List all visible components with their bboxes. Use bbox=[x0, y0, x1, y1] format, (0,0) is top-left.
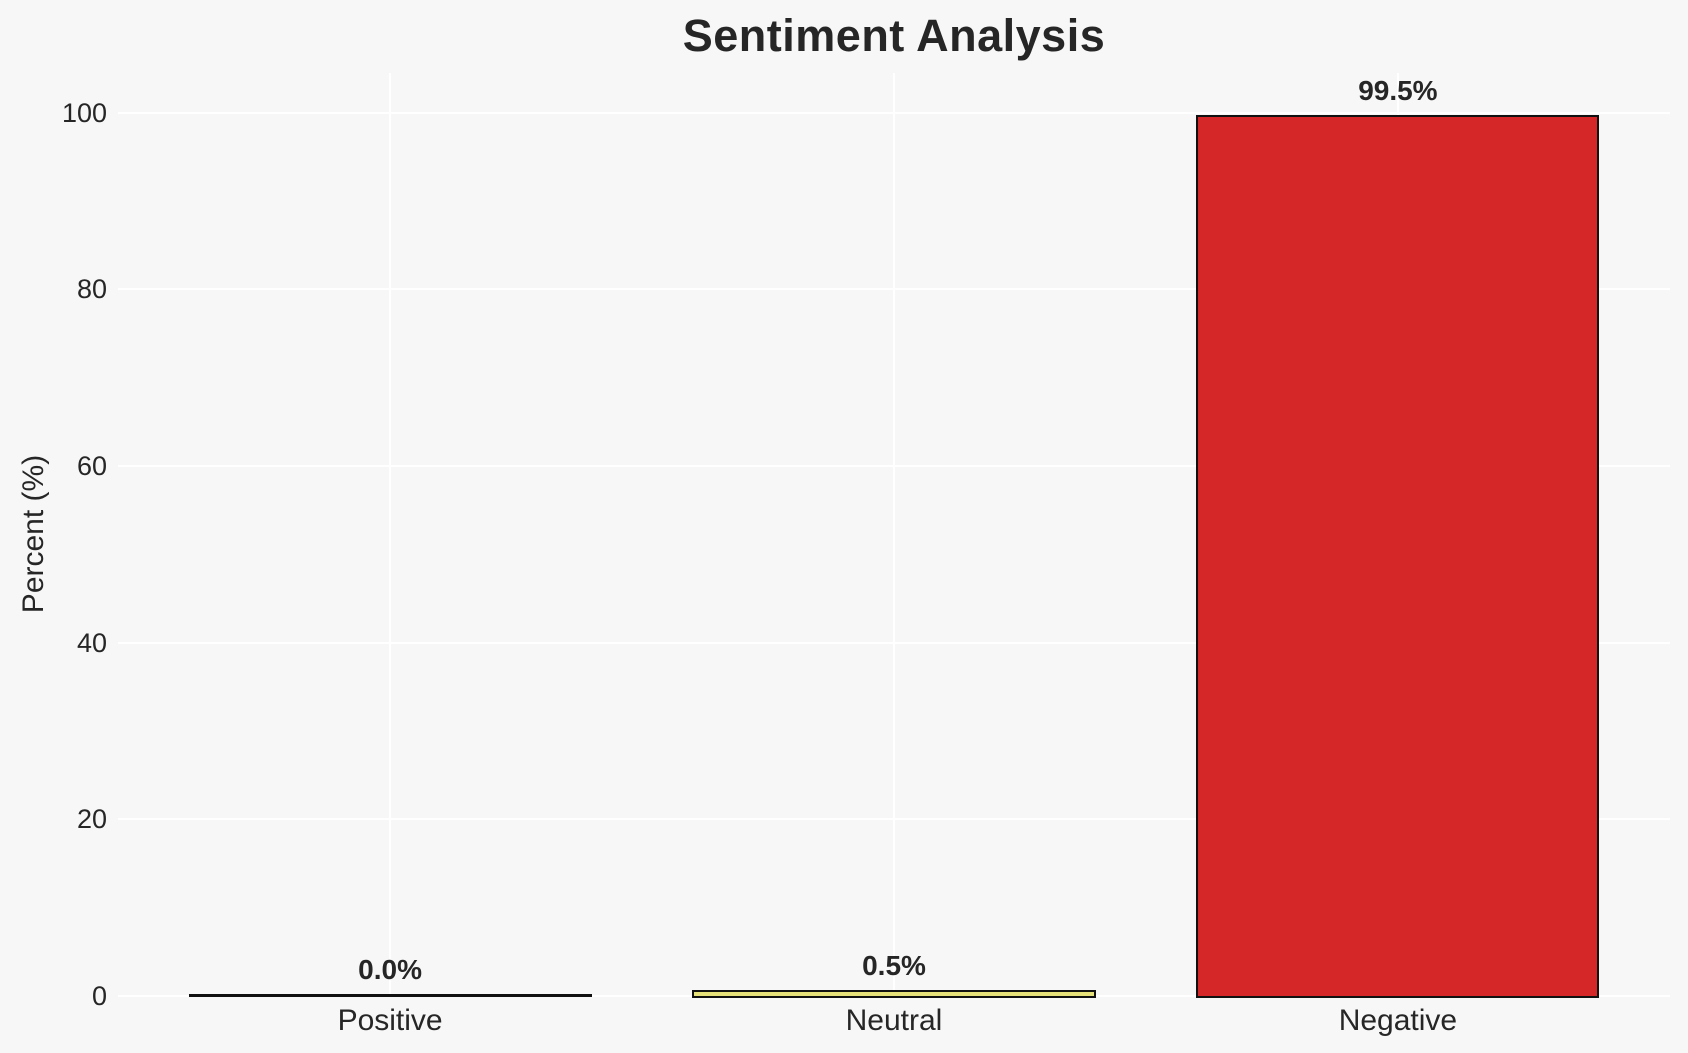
x-tick-label-positive: Positive bbox=[337, 1004, 443, 1037]
chart-title: Sentiment Analysis bbox=[682, 10, 1106, 61]
x-gridline bbox=[389, 73, 392, 996]
x-gridline bbox=[893, 73, 895, 996]
y-tick-label: 100 bbox=[61, 97, 107, 128]
plot-area: 0.0% Positive 0.5% Neutral 99.5% Negative bbox=[118, 73, 1670, 1037]
y-tick-label: 80 bbox=[76, 274, 107, 305]
x-tick-label-negative: Negative bbox=[1338, 1004, 1458, 1037]
y-tick-label: 40 bbox=[76, 627, 107, 658]
x-tick-label-neutral: Neutral bbox=[845, 1004, 943, 1037]
y-tick-label: 20 bbox=[76, 804, 107, 835]
y-tick-label: 0 bbox=[91, 981, 107, 1011]
bar-value-label-positive: 0.0% bbox=[358, 954, 423, 985]
bar-negative bbox=[1196, 115, 1600, 998]
bar-positive bbox=[188, 994, 592, 997]
bar-value-label-neutral: 0.5% bbox=[862, 949, 926, 981]
bar-neutral bbox=[692, 989, 1096, 998]
bar-value-label-negative: 99.5% bbox=[1358, 75, 1438, 107]
y-tick-label: 60 bbox=[76, 451, 107, 482]
